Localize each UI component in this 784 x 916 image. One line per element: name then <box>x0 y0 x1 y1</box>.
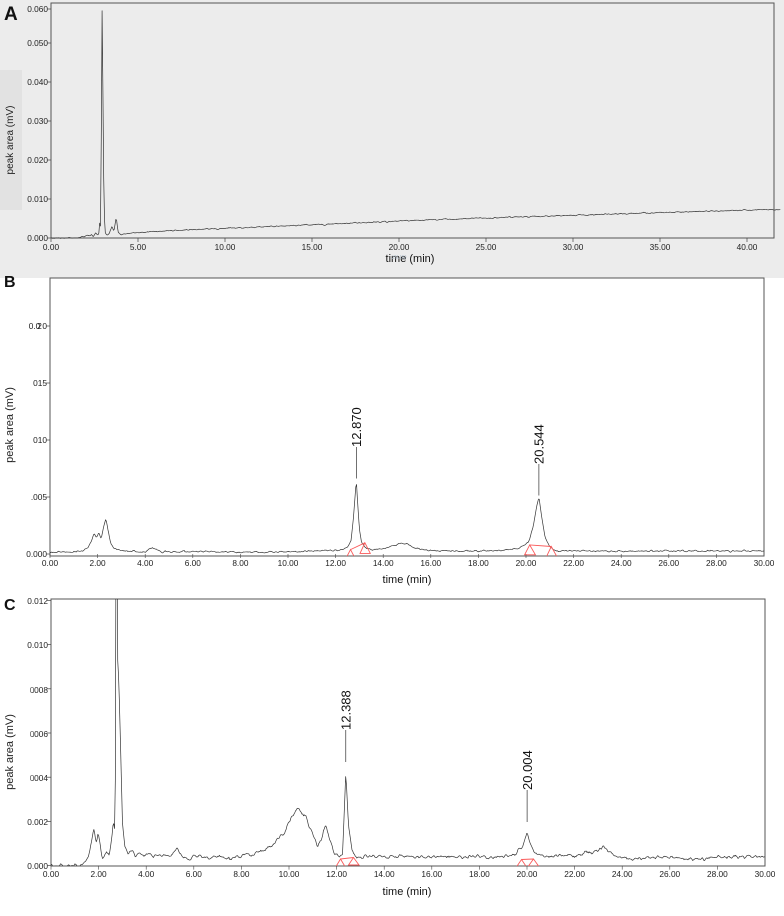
svg-text:10.00: 10.00 <box>215 242 236 252</box>
svg-text:25.00: 25.00 <box>476 242 497 252</box>
svg-text:28.00: 28.00 <box>707 869 728 879</box>
svg-text:22.00: 22.00 <box>563 558 584 568</box>
svg-text:16.00: 16.00 <box>421 869 442 879</box>
svg-text:26.00: 26.00 <box>659 869 680 879</box>
svg-text:20.00: 20.00 <box>389 242 410 252</box>
svg-text:12.388: 12.388 <box>339 690 354 730</box>
svg-text:peak area (mV): peak area (mV) <box>5 106 16 175</box>
svg-text:10.00: 10.00 <box>279 869 300 879</box>
svg-text:0.020: 0.020 <box>29 321 48 331</box>
svg-text:.005: .005 <box>31 492 48 502</box>
svg-text:15.00: 15.00 <box>302 242 323 252</box>
svg-text:0.004: 0.004 <box>30 773 49 783</box>
svg-text:0.00: 0.00 <box>43 242 60 252</box>
svg-text:0.050: 0.050 <box>27 38 48 48</box>
svg-text:20.00: 20.00 <box>516 558 537 568</box>
svg-text:35.00: 35.00 <box>650 242 671 252</box>
svg-text:6.00: 6.00 <box>185 558 202 568</box>
svg-text:10.00: 10.00 <box>278 558 299 568</box>
svg-text:0.00: 0.00 <box>43 869 60 879</box>
svg-text:8.00: 8.00 <box>233 869 250 879</box>
svg-text:6.00: 6.00 <box>186 869 203 879</box>
svg-text:14.00: 14.00 <box>374 869 395 879</box>
svg-text:0.060: 0.060 <box>27 4 48 14</box>
svg-text:B: B <box>4 274 16 291</box>
svg-text:4.00: 4.00 <box>138 869 155 879</box>
svg-text:28.00: 28.00 <box>706 558 727 568</box>
svg-text:A: A <box>4 4 18 25</box>
svg-text:30.00: 30.00 <box>563 242 584 252</box>
svg-text:14.00: 14.00 <box>373 558 394 568</box>
svg-text:22.00: 22.00 <box>564 869 585 879</box>
svg-text:0.008: 0.008 <box>30 685 49 695</box>
svg-text:16.00: 16.00 <box>420 558 441 568</box>
svg-text:20.00: 20.00 <box>517 869 538 879</box>
svg-text:18.00: 18.00 <box>469 869 490 879</box>
svg-text:8.00: 8.00 <box>232 558 249 568</box>
svg-text:0.040: 0.040 <box>27 77 48 87</box>
svg-text:20.00: 20.00 <box>391 255 407 261</box>
svg-text:24.00: 24.00 <box>612 869 633 879</box>
svg-text:12.00: 12.00 <box>325 558 346 568</box>
svg-text:010: 010 <box>33 435 47 445</box>
svg-text:20.544: 20.544 <box>532 424 547 464</box>
svg-text:20.004: 20.004 <box>520 750 535 790</box>
svg-text:40.00: 40.00 <box>737 242 758 252</box>
svg-text:0.00: 0.00 <box>42 558 59 568</box>
svg-text:0.006: 0.006 <box>30 729 49 739</box>
svg-text:C: C <box>4 597 16 614</box>
svg-text:peak area (mV): peak area (mV) <box>4 387 16 463</box>
svg-text:0.010: 0.010 <box>27 640 48 650</box>
svg-text:0.020: 0.020 <box>27 155 48 165</box>
svg-text:30.00: 30.00 <box>755 869 776 879</box>
svg-text:0.030: 0.030 <box>27 116 48 126</box>
svg-text:24.00: 24.00 <box>611 558 632 568</box>
svg-text:30.00: 30.00 <box>754 558 775 568</box>
svg-text:time (min): time (min) <box>383 574 432 586</box>
svg-text:4.00: 4.00 <box>137 558 154 568</box>
svg-text:0.010: 0.010 <box>27 194 48 204</box>
svg-text:015: 015 <box>33 378 47 388</box>
svg-text:12.870: 12.870 <box>349 407 364 447</box>
svg-text:12.00: 12.00 <box>326 869 347 879</box>
svg-text:0.012: 0.012 <box>27 597 48 606</box>
svg-text:18.00: 18.00 <box>468 558 489 568</box>
svg-text:0.002: 0.002 <box>27 817 48 827</box>
svg-text:2.00: 2.00 <box>91 869 108 879</box>
svg-text:5.00: 5.00 <box>130 242 147 252</box>
svg-text:time (min): time (min) <box>383 886 432 898</box>
svg-text:peak area (mV): peak area (mV) <box>4 714 16 790</box>
svg-text:2.00: 2.00 <box>90 558 107 568</box>
svg-text:26.00: 26.00 <box>658 558 679 568</box>
